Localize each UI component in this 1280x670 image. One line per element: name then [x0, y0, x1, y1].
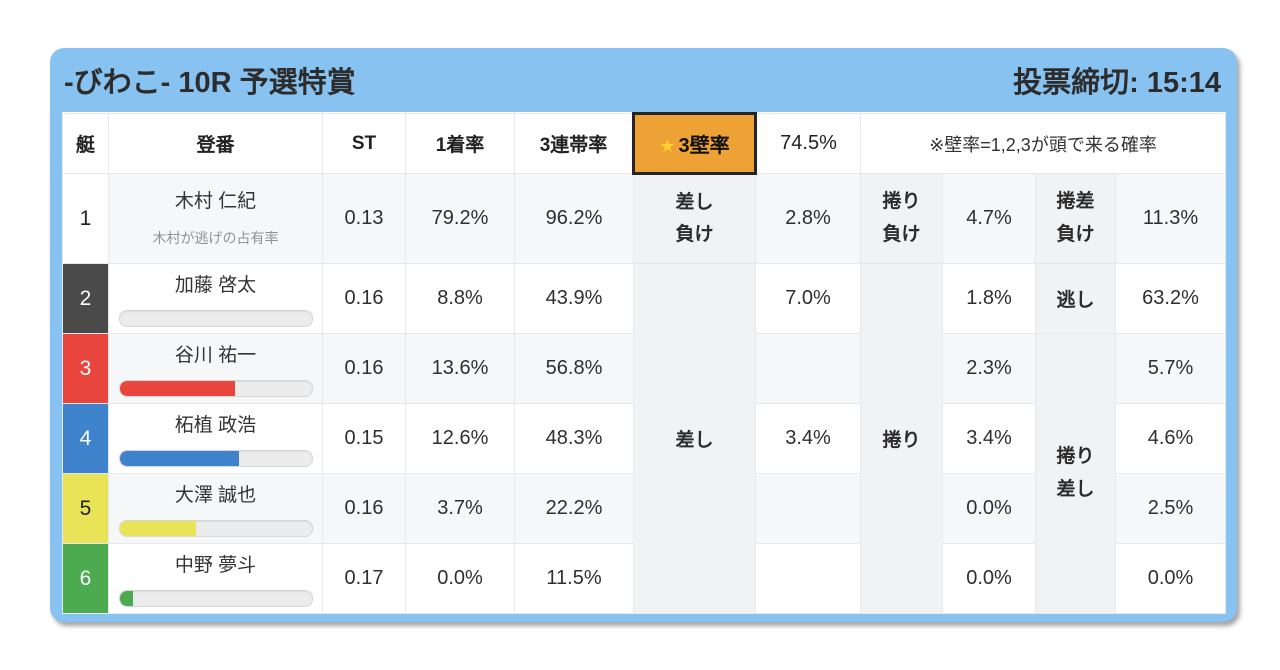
- support-bar-fill: [119, 451, 239, 467]
- boat-number: 5: [62, 473, 109, 544]
- race-table: 艇 登番 ST 1着率 3連帯率 ★ 3壁率 74.5% ※壁率=1,2,3が頭で…: [62, 112, 1227, 614]
- race-panel: -びわこ- 10R 予選特賞 投票締切: 15:14 艇 登番 ST 1着率 3…: [50, 48, 1237, 622]
- kimarite-value: 63.2%: [1114, 263, 1227, 334]
- kimarite-label-makusa-make: 捲差 負け: [1035, 173, 1116, 264]
- racer-row-6: 6 中野 夢斗 0.17 0.0% 11.5% 0.0% 0.0%: [62, 543, 1227, 614]
- support-bar: [118, 590, 313, 608]
- boat-number: 3: [62, 333, 109, 404]
- wall3-label: 3壁率: [678, 135, 730, 157]
- racer-row-3: 3 谷川 祐一 0.16 13.6% 56.8% 2.3% 捲り 差し 5.7%: [62, 333, 1227, 614]
- win1-value: 3.7%: [405, 473, 515, 544]
- kimarite-value: 0.0%: [1114, 543, 1227, 614]
- kimarite-label-makurizashi: 捲り 差し: [1035, 333, 1116, 614]
- kimarite-value: 7.0%: [755, 263, 861, 334]
- support-bar: [118, 520, 313, 538]
- kimarite-value: 4.6%: [1114, 403, 1227, 474]
- top3-value: 11.5%: [514, 543, 634, 614]
- top3-value: 48.3%: [514, 403, 634, 474]
- kimarite-label-sashi: 差し: [633, 263, 756, 614]
- top3-value: 96.2%: [514, 173, 634, 264]
- col-header-boat: 艇: [62, 113, 109, 174]
- racer-name: 木村 仁紀: [174, 191, 257, 213]
- win1-value: 79.2%: [405, 173, 515, 264]
- wall3-note: ※壁率=1,2,3が頭で来る確率: [859, 113, 1227, 174]
- boat-number: 4: [62, 403, 109, 474]
- kimarite-value: 2.5%: [1114, 473, 1227, 544]
- star-icon: ★: [659, 136, 676, 156]
- racer-cell: 大澤 誠也: [108, 473, 323, 544]
- race-title: -びわこ- 10R 予選特賞: [64, 67, 356, 99]
- racer-row-2: 2 加藤 啓太 0.16 8.8% 43.9% 差し 7.0% 捲り 1.8% …: [62, 263, 1227, 614]
- racer-name: 大澤 誠也: [174, 484, 257, 506]
- st-value: 0.16: [322, 333, 406, 404]
- kimarite-value: 11.3%: [1114, 173, 1227, 264]
- racer-name: 加藤 啓太: [174, 274, 257, 296]
- boat-number: 6: [62, 543, 109, 614]
- top3-value: 43.9%: [514, 263, 634, 334]
- racer-name: 柘植 政浩: [174, 414, 257, 436]
- kimarite-value: 4.7%: [942, 173, 1036, 264]
- racer-cell: 木村 仁紀 木村が逃げの占有率: [108, 173, 323, 264]
- support-bar: [118, 380, 313, 398]
- racer-row-1: 1 木村 仁紀 木村が逃げの占有率 0.13 79.2% 96.2% 差し 負け …: [62, 173, 1227, 264]
- kimarite-value: 0.0%: [942, 543, 1036, 614]
- top3-value: 22.2%: [514, 473, 634, 544]
- table-header-row: 艇 登番 ST 1着率 3連帯率 ★ 3壁率 74.5% ※壁率=1,2,3が頭で…: [62, 112, 1227, 175]
- support-bar-fill: [119, 521, 197, 537]
- racer-name: 谷川 祐一: [174, 344, 257, 366]
- kimarite-value-empty: [755, 543, 861, 614]
- support-bar-fill: [119, 591, 133, 607]
- wall3-header-button[interactable]: ★ 3壁率: [632, 112, 757, 175]
- kimarite-value: 3.4%: [755, 403, 861, 474]
- top3-value: 56.8%: [514, 333, 634, 404]
- kimarite-label-nigashi: 逃し: [1035, 263, 1116, 334]
- win1-value: 13.6%: [405, 333, 515, 404]
- st-value: 0.15: [322, 403, 406, 474]
- col-header-top3: 3連帯率: [514, 113, 634, 174]
- st-value: 0.13: [322, 173, 406, 264]
- title-bar: -びわこ- 10R 予選特賞 投票締切: 15:14: [50, 48, 1237, 112]
- boat-number: 2: [62, 263, 109, 334]
- kimarite-value: 1.8%: [942, 263, 1036, 334]
- support-bar: [118, 310, 313, 328]
- st-value: 0.16: [322, 263, 406, 334]
- racer-row-4: 4 柘植 政浩 0.15 12.6% 48.3% 3.4% 3.4% 4.6%: [62, 403, 1227, 474]
- kimarite-value-empty: [755, 333, 861, 404]
- wall3-total-value: 74.5%: [755, 113, 861, 174]
- support-bar: [118, 450, 313, 468]
- racer-cell: 加藤 啓太: [108, 263, 323, 334]
- support-bar-fill: [119, 381, 235, 397]
- st-value: 0.17: [322, 543, 406, 614]
- col-header-win1: 1着率: [405, 113, 515, 174]
- vote-deadline: 投票締切: 15:14: [1013, 67, 1221, 99]
- kimarite-label-makuri: 捲り: [860, 263, 943, 614]
- racer-cell: 中野 夢斗: [108, 543, 323, 614]
- kimarite-label-sashi-make: 差し 負け: [633, 173, 756, 264]
- kimarite-label-makuri-make: 捲り 負け: [860, 173, 943, 264]
- kimarite-value: 2.8%: [755, 173, 861, 264]
- col-header-st: ST: [322, 113, 406, 174]
- racer-subnote: 木村が逃げの占有率: [152, 229, 279, 246]
- col-header-reg: 登番: [108, 113, 323, 174]
- kimarite-value: 2.3%: [942, 333, 1036, 404]
- kimarite-value-empty: [755, 473, 861, 544]
- racer-cell: 谷川 祐一: [108, 333, 323, 404]
- boat-number: 1: [62, 173, 109, 264]
- win1-value: 12.6%: [405, 403, 515, 474]
- kimarite-value: 0.0%: [942, 473, 1036, 544]
- kimarite-value: 5.7%: [1114, 333, 1227, 404]
- racer-row-5: 5 大澤 誠也 0.16 3.7% 22.2% 0.0% 2.5%: [62, 473, 1227, 544]
- racer-cell: 柘植 政浩: [108, 403, 323, 474]
- kimarite-value: 3.4%: [942, 403, 1036, 474]
- racer-name: 中野 夢斗: [174, 554, 257, 576]
- st-value: 0.16: [322, 473, 406, 544]
- win1-value: 0.0%: [405, 543, 515, 614]
- win1-value: 8.8%: [405, 263, 515, 334]
